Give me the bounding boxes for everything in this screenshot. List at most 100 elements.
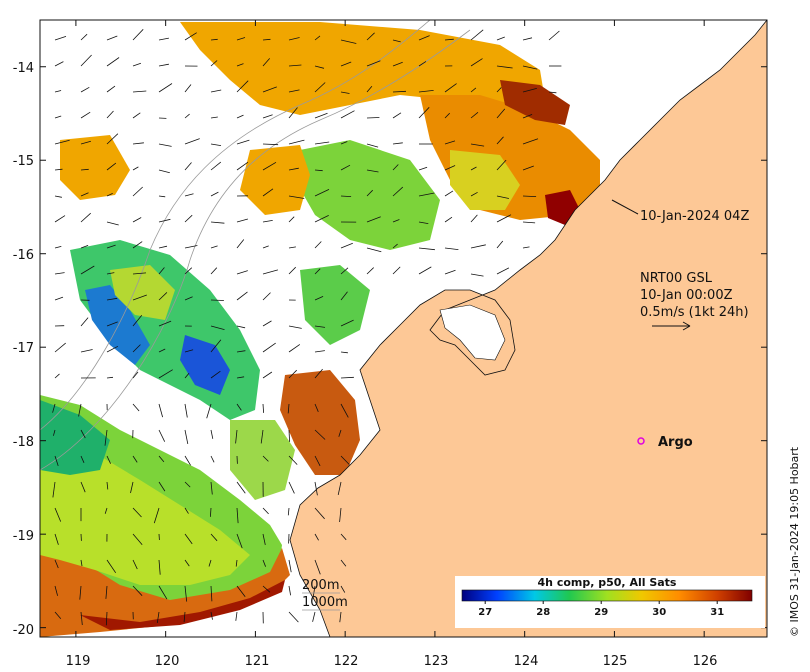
current-vector — [444, 165, 456, 171]
current-vector — [340, 455, 350, 465]
current-vector — [314, 559, 321, 575]
current-vector — [314, 368, 323, 379]
current-vector — [262, 320, 272, 327]
current-vector — [470, 143, 485, 147]
current-vector — [470, 166, 477, 171]
current-vector — [130, 481, 134, 494]
current-vector — [470, 87, 477, 93]
current-vector — [158, 83, 173, 93]
current-vector — [54, 195, 62, 198]
sst-patch-central-orange — [240, 145, 310, 215]
current-vector — [314, 215, 329, 223]
current-vector — [106, 244, 116, 249]
argo-label: Argo — [658, 435, 693, 450]
current-vector — [262, 371, 273, 379]
current-vector — [444, 247, 459, 250]
current-vector — [340, 559, 347, 567]
current-vector — [210, 191, 219, 197]
current-vector — [496, 36, 505, 41]
current-vector — [132, 90, 147, 93]
current-vector — [312, 585, 316, 598]
current-vector — [80, 111, 91, 119]
sst-patch-north-west — [60, 135, 130, 200]
current-vector — [80, 455, 85, 463]
lat-tick-label: -20 — [13, 623, 34, 638]
current-vector — [106, 110, 114, 119]
current-vector — [54, 559, 59, 569]
current-vector — [522, 221, 536, 224]
current-vector — [158, 37, 169, 41]
current-vector — [288, 559, 292, 573]
current-vector — [262, 220, 273, 223]
colorbar-background — [455, 576, 765, 628]
current-vector — [340, 141, 348, 145]
current-vector — [314, 268, 321, 275]
current-vector — [54, 115, 62, 119]
current-vector — [158, 559, 161, 575]
current-vector — [54, 507, 62, 522]
colorbar-gradient — [461, 589, 753, 602]
current-vector — [80, 140, 92, 145]
map-frame — [39, 19, 768, 638]
current-vector — [210, 370, 221, 379]
current-vector — [132, 559, 138, 570]
current-vector — [262, 114, 273, 119]
current-vector — [210, 60, 218, 67]
current-vector — [288, 167, 299, 171]
current-vector — [235, 611, 238, 621]
current-vectors — [52, 29, 562, 626]
current-vector — [106, 193, 113, 197]
current-vector — [340, 376, 354, 379]
current-vector — [80, 349, 93, 353]
current-vector — [288, 429, 290, 442]
current-vector — [106, 272, 115, 275]
current-vector — [260, 429, 264, 444]
current-vector — [262, 58, 271, 67]
current-vector — [184, 245, 198, 249]
current-vector — [392, 61, 403, 67]
current-vector — [262, 533, 266, 545]
current-vector — [184, 455, 191, 466]
lon-tick-label: 122 — [334, 654, 359, 669]
current-vector — [132, 166, 139, 171]
current-vector — [288, 455, 298, 465]
current-vector — [262, 38, 271, 41]
current-vector — [184, 113, 190, 119]
current-vector — [236, 239, 245, 249]
colorbar-tick-label: 31 — [710, 607, 724, 618]
current-vector — [210, 585, 213, 602]
current-vector — [158, 429, 166, 442]
current-vector — [288, 325, 302, 329]
sst-patch-north — [180, 22, 545, 115]
current-vector — [392, 39, 401, 43]
current-vector — [104, 507, 108, 514]
current-vector — [184, 296, 193, 301]
current-vector — [158, 195, 166, 198]
current-vector — [132, 315, 143, 327]
colorbar-title: 4h comp, p50, All Sats — [538, 576, 677, 589]
current-vector — [496, 240, 504, 249]
current-vector — [106, 221, 119, 226]
current-vector — [80, 192, 89, 197]
current-vector — [444, 269, 456, 275]
current-scale-label: 0.5m/s (1kt 24h) — [640, 305, 749, 320]
current-vector — [522, 246, 530, 249]
current-vector — [106, 455, 111, 464]
current-vector — [339, 611, 342, 623]
lat-tick-label: -17 — [13, 341, 34, 356]
current-vector — [288, 107, 298, 119]
current-vector — [236, 325, 246, 329]
lat-tick-label: -18 — [13, 435, 34, 450]
current-vector — [314, 455, 321, 467]
current-vector — [392, 164, 399, 171]
current-vector — [106, 35, 118, 41]
current-vector — [418, 61, 427, 67]
current-vector — [340, 291, 348, 301]
current-vector — [236, 114, 244, 119]
current-vector — [54, 611, 62, 620]
current-vector — [206, 403, 212, 419]
current-vector — [288, 139, 305, 145]
current-vector — [184, 559, 190, 567]
current-vector — [158, 218, 171, 223]
current-scale-arrow — [652, 321, 691, 331]
